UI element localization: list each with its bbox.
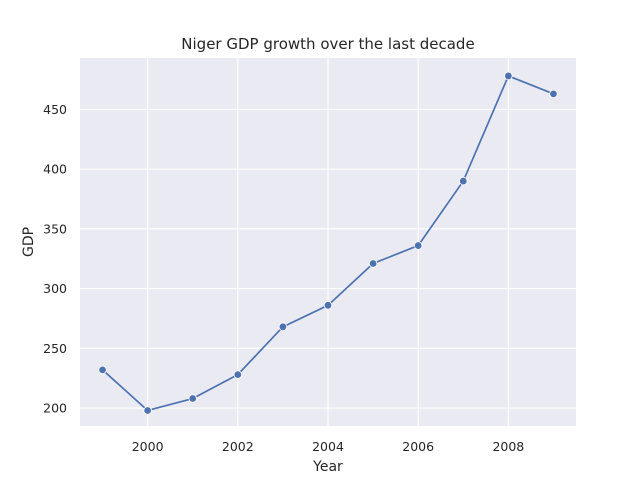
y-tick-label: 450 — [43, 102, 67, 117]
x-tick-label: 2004 — [312, 439, 344, 454]
x-axis-label: Year — [312, 459, 343, 475]
data-point — [368, 259, 378, 268]
data-point — [413, 241, 423, 250]
data-point — [549, 89, 558, 99]
y-tick-label: 250 — [43, 341, 67, 356]
x-tick-label: 2002 — [222, 439, 254, 454]
x-tick-labels: 2000 2002 2004 2006 2008 — [132, 439, 525, 454]
data-point — [323, 301, 333, 310]
y-tick-label: 400 — [43, 162, 67, 177]
y-tick-labels: 200 250 300 350 400 450 — [43, 102, 67, 416]
data-point — [233, 370, 243, 379]
data-point — [188, 394, 197, 403]
y-tick-label: 350 — [43, 221, 67, 236]
x-tick-label: 2000 — [132, 439, 164, 454]
y-axis-label: GDP — [21, 227, 37, 257]
x-tick-label: 2008 — [492, 439, 524, 454]
data-point — [459, 176, 468, 186]
data-point — [278, 322, 288, 332]
data-point — [504, 71, 513, 81]
data-point — [143, 406, 152, 415]
y-tick-label: 200 — [43, 401, 67, 416]
chart-title: Niger GDP growth over the last decade — [181, 35, 474, 53]
data-point — [98, 365, 107, 375]
x-tick-label: 2006 — [402, 439, 434, 454]
y-tick-label: 300 — [43, 281, 67, 296]
series-layer — [98, 71, 558, 415]
